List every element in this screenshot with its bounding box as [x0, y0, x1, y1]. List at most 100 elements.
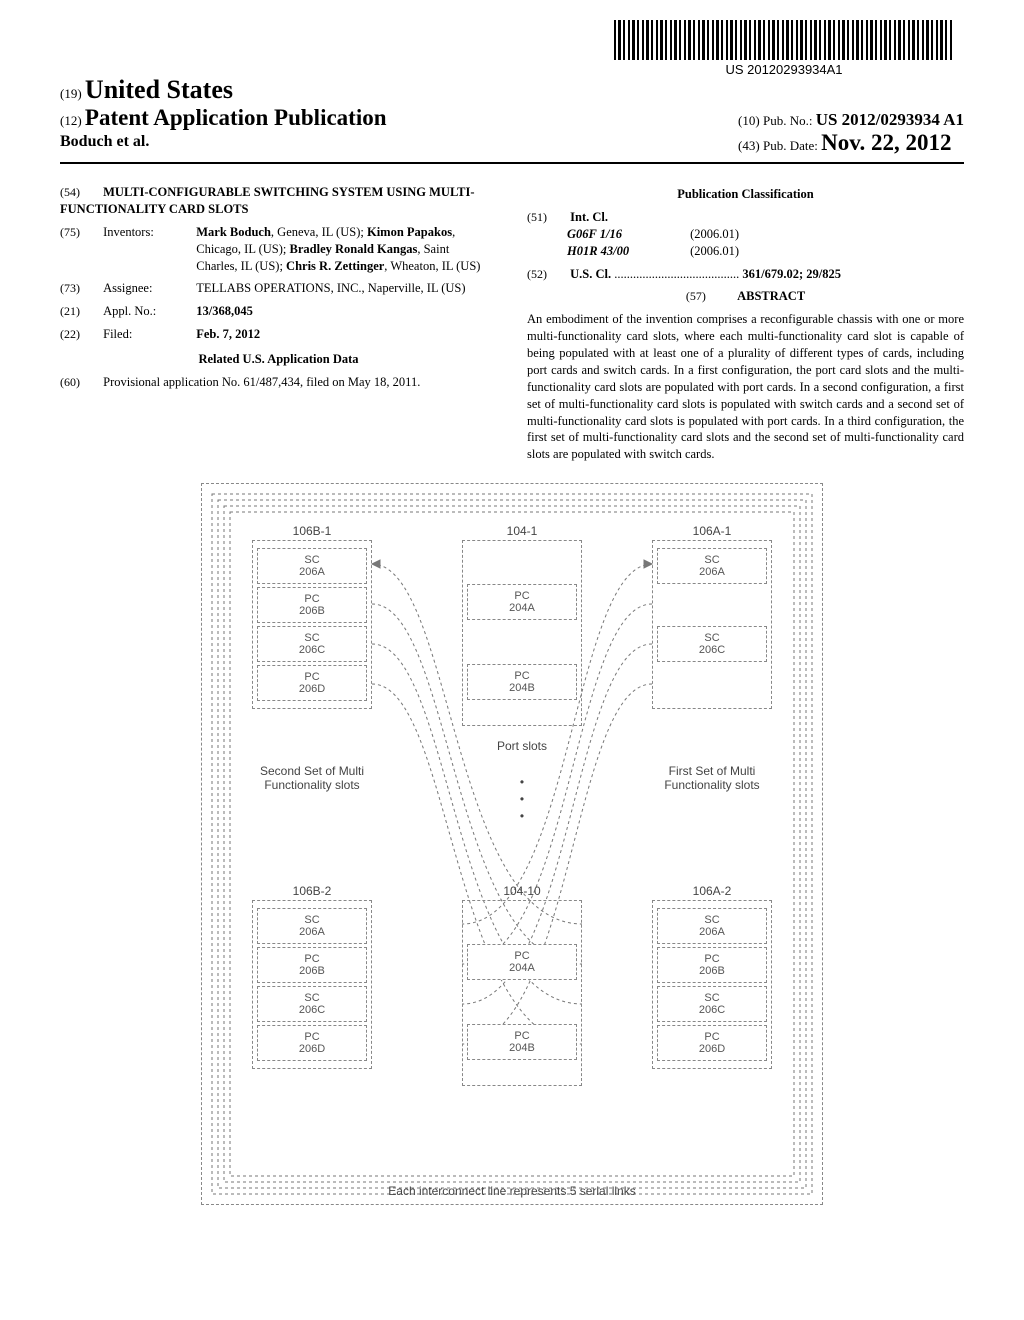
group-box: SC206A PC206B SC206C PC206D [652, 900, 772, 1069]
diagram-wrap: 106B-1 SC206A PC206B SC206C PC206D 106B-… [60, 483, 964, 1205]
card-pc: PC204A [467, 584, 577, 620]
right-bottom-group: 106A-2 SC206A PC206B SC206C PC206D [652, 884, 772, 1079]
intcl-code-0: G06F 1/16 [567, 226, 687, 243]
card-pc: PC206B [257, 587, 367, 623]
two-column-body: (54) MULTI-CONFIGURABLE SWITCHING SYSTEM… [60, 178, 964, 469]
group-label-mid-top: 104-1 [462, 524, 582, 538]
card-pc: PC206B [257, 947, 367, 983]
diagram-caption: Each interconnect line represents 5 seri… [202, 1184, 822, 1198]
abstract-text: An embodiment of the invention comprises… [527, 311, 964, 463]
uscl-label: U.S. Cl. [570, 267, 611, 281]
assignee-value: TELLABS OPERATIONS, INC., Naperville, IL… [196, 280, 493, 297]
group-label-left-bottom: 106B-2 [252, 884, 372, 898]
filed-label: Filed: [103, 326, 193, 343]
left-caption: Second Set of Multi Functionality slots [242, 764, 382, 792]
diagram: 106B-1 SC206A PC206B SC206C PC206D 106B-… [201, 483, 823, 1205]
filed-value: Feb. 7, 2012 [196, 327, 260, 341]
group-label-left-top: 106B-1 [252, 524, 372, 538]
provisional-tag: (60) [60, 374, 100, 390]
header-kind: (12) Patent Application Publication [60, 105, 387, 131]
group-box: SC206A PC206B SC206C PC206D [252, 540, 372, 709]
card-sc: SC206C [257, 986, 367, 1022]
intcl-block: (51) Int. Cl. G06F 1/16 (2006.01) H01R 4… [527, 209, 964, 260]
barcode-area: US 20120293934A1 [614, 20, 954, 77]
mid-bottom-group: 104-10 PC204A PC204B [462, 884, 582, 1096]
title-text: MULTI-CONFIGURABLE SWITCHING SYSTEM USIN… [60, 185, 475, 216]
card-sc: SC206A [257, 908, 367, 944]
card-pc: PC206D [257, 1025, 367, 1061]
uscl-block: (52) U.S. Cl. ..........................… [527, 266, 964, 283]
inventors-label: Inventors: [103, 224, 193, 241]
right-caption: First Set of Multi Functionality slots [642, 764, 782, 792]
abstract-tag: (57) [686, 288, 706, 304]
abstract-label: ABSTRACT [737, 289, 805, 303]
header-authors: Boduch et al. [60, 133, 387, 151]
inventors-tag: (75) [60, 224, 100, 240]
title-tag: (54) [60, 184, 100, 200]
group-box: PC204A PC204B [462, 900, 582, 1086]
card-sc: SC206C [257, 626, 367, 662]
card-pc: PC204A [467, 944, 577, 980]
mid-caption-dots: • • • [452, 774, 592, 824]
country-tag: (19) [60, 86, 82, 101]
intcl-year-1: (2006.01) [690, 244, 739, 258]
group-box: PC204A PC204B [462, 540, 582, 726]
header-country: (19) United States [60, 75, 964, 105]
card-sc: SC206A [257, 548, 367, 584]
pubno-tag: (10) [738, 113, 760, 128]
card-pc: PC204B [467, 664, 577, 700]
applno-label: Appl. No.: [103, 303, 193, 320]
uscl-value: 361/679.02; 29/825 [742, 267, 841, 281]
left-column: (54) MULTI-CONFIGURABLE SWITCHING SYSTEM… [60, 178, 497, 469]
left-top-group: 106B-1 SC206A PC206B SC206C PC206D [252, 524, 372, 719]
card-sc: SC206C [657, 986, 767, 1022]
pubdate-label: Pub. Date: [763, 138, 818, 153]
pubdate-tag: (43) [738, 138, 760, 153]
intcl-year-0: (2006.01) [690, 227, 739, 241]
mid-top-group: 104-1 PC204A PC204B [462, 524, 582, 736]
assignee-tag: (73) [60, 280, 100, 296]
assignee-block: (73) Assignee: TELLABS OPERATIONS, INC.,… [60, 280, 497, 297]
uscl-tag: (52) [527, 266, 567, 282]
card-pc: PC206D [657, 1025, 767, 1061]
right-top-group: 106A-1 SC206A SC206C [652, 524, 772, 719]
classification-heading: Publication Classification [527, 186, 964, 203]
inventors-block: (75) Inventors: Mark Boduch, Geneva, IL … [60, 224, 497, 275]
pubno-label: Pub. No.: [763, 113, 812, 128]
barcode [614, 20, 954, 60]
abstract-header: (57) ABSTRACT [527, 288, 964, 305]
uscl-dots: ........................................ [614, 267, 739, 281]
related-heading: Related U.S. Application Data [60, 351, 497, 368]
filed-tag: (22) [60, 326, 100, 342]
assignee-label: Assignee: [103, 280, 193, 297]
card-sc: SC206C [657, 626, 767, 662]
applno-value: 13/368,045 [196, 304, 253, 318]
title-block: (54) MULTI-CONFIGURABLE SWITCHING SYSTEM… [60, 184, 497, 218]
intcl-tag: (51) [527, 209, 567, 225]
header-row2: (12) Patent Application Publication Bodu… [60, 105, 964, 156]
pub-no-line: (10) Pub. No.: US 2012/0293934 A1 [738, 110, 964, 130]
group-label-right-top: 106A-1 [652, 524, 772, 538]
card-sc: SC206A [657, 548, 767, 584]
group-box: SC206A SC206C [652, 540, 772, 709]
card-sc: SC206A [657, 908, 767, 944]
pub-right: (10) Pub. No.: US 2012/0293934 A1 (43) P… [738, 110, 964, 156]
card-pc: PC204B [467, 1024, 577, 1060]
group-box: SC206A PC206B SC206C PC206D [252, 900, 372, 1069]
header-rule [60, 162, 964, 164]
pub-date-line: (43) Pub. Date: Nov. 22, 2012 [738, 130, 964, 156]
card-pc: PC206B [657, 947, 767, 983]
group-label-right-bottom: 106A-2 [652, 884, 772, 898]
patent-page: US 20120293934A1 (19) United States (12)… [0, 0, 1024, 1320]
applno-tag: (21) [60, 303, 100, 319]
pubno-value: US 2012/0293934 A1 [816, 110, 964, 129]
kind-label: Patent Application Publication [85, 105, 387, 130]
card-pc: PC206D [257, 665, 367, 701]
pubdate-value: Nov. 22, 2012 [821, 130, 951, 155]
provisional-block: (60) Provisional application No. 61/487,… [60, 374, 497, 391]
applno-block: (21) Appl. No.: 13/368,045 [60, 303, 497, 320]
kind-tag: (12) [60, 113, 82, 128]
intcl-code-1: H01R 43/00 [567, 243, 687, 260]
intcl-label: Int. Cl. [570, 210, 608, 224]
right-column: Publication Classification (51) Int. Cl.… [527, 178, 964, 469]
